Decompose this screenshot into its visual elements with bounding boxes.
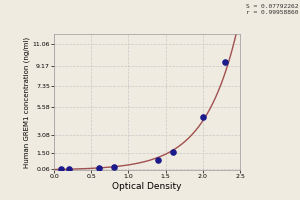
Point [200, 115, 205, 118]
Point [223, 60, 227, 64]
X-axis label: Optical Density: Optical Density [112, 182, 182, 191]
Point [111, 165, 116, 168]
Y-axis label: Human GREM1 concentration (ng/ml): Human GREM1 concentration (ng/ml) [23, 36, 30, 168]
Point [171, 150, 176, 153]
Point [156, 158, 161, 161]
Point [59, 168, 64, 171]
Text: S = 0.07792262
r = 0.99958860: S = 0.07792262 r = 0.99958860 [246, 4, 298, 15]
Point [67, 167, 71, 171]
Point [96, 166, 101, 170]
